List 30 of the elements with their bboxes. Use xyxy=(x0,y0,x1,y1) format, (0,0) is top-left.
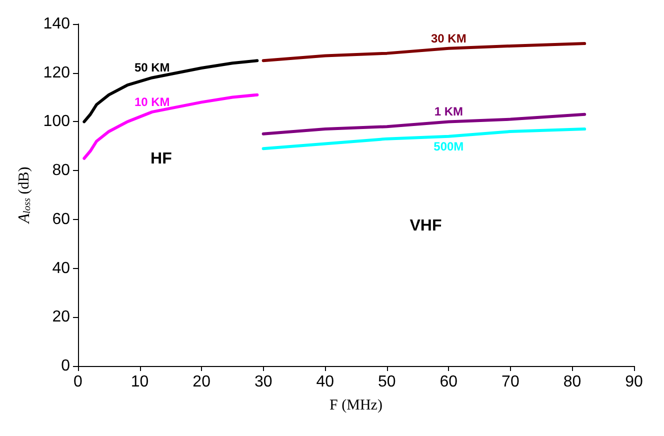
series-label: 500M xyxy=(434,139,464,154)
y-tick-label: 60 xyxy=(52,210,70,228)
x-tick-label: 0 xyxy=(74,374,83,390)
x-tick-label: 40 xyxy=(316,374,334,390)
y-tick-label: 100 xyxy=(43,113,70,130)
line-series xyxy=(82,59,259,124)
x-axis-title: F (MHz) xyxy=(330,398,382,414)
y-tick-label: 80 xyxy=(52,162,70,180)
x-tick-label: 90 xyxy=(625,374,643,390)
series-label: 1 KM xyxy=(434,104,464,119)
x-tick-label: 70 xyxy=(502,374,520,390)
y-axis-title: Aloss (dB) xyxy=(16,166,33,224)
x-tick-label: 10 xyxy=(130,374,149,390)
series-label: 50 KM xyxy=(134,60,170,75)
x-tick-label: 20 xyxy=(192,374,211,390)
series-label: 30 KM xyxy=(430,31,466,46)
y-tick-label: 120 xyxy=(43,64,70,82)
x-tick-label: 60 xyxy=(440,374,458,390)
y-tick-label: 0 xyxy=(61,358,70,374)
line-series xyxy=(262,128,586,150)
series-label: 10 KM xyxy=(134,94,170,109)
x-tick-label: 50 xyxy=(378,374,396,390)
y-tick-label: 20 xyxy=(52,308,70,326)
x-tick-label: 30 xyxy=(254,374,272,390)
line-series xyxy=(262,42,586,62)
y-tick-label: 140 xyxy=(43,16,70,32)
annotation: HF xyxy=(150,150,172,168)
x-tick-label: 80 xyxy=(563,374,582,390)
annotation: VHF xyxy=(410,218,442,234)
y-tick-label: 40 xyxy=(52,260,70,277)
